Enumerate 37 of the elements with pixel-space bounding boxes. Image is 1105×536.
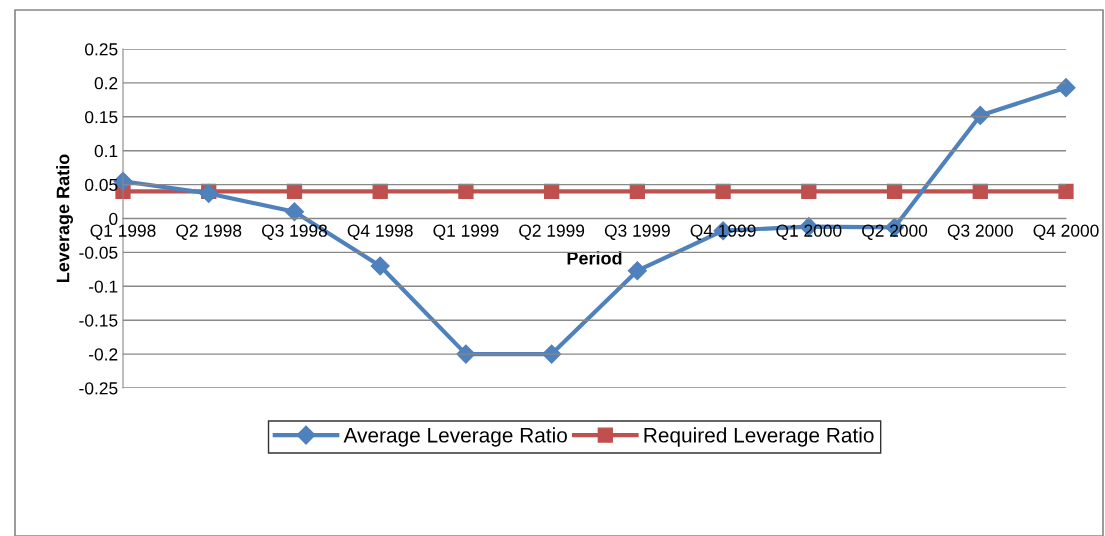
point: [458, 183, 474, 200]
point: [1056, 78, 1076, 98]
x-tick-label: Q1 1999: [433, 224, 499, 240]
point: [543, 183, 560, 200]
y-tick-label: -0.25: [79, 382, 118, 395]
x-axis-title: Period: [567, 251, 622, 265]
point: [629, 183, 646, 200]
legend-label: Required Leverage Ratio: [644, 427, 874, 447]
x-tick-label: Q3 2000: [947, 224, 1013, 240]
x-tick-label: Q4 2000: [1033, 224, 1099, 240]
point: [801, 183, 817, 200]
y-axis-title: Leverage Ratio: [56, 154, 74, 283]
y-tick-label: -0.05: [79, 246, 118, 259]
point: [972, 183, 988, 200]
point: [1058, 183, 1074, 200]
point: [370, 256, 390, 276]
x-tick-label: Q2 1998: [176, 224, 242, 240]
point: [970, 105, 990, 125]
y-tick-label: -0.2: [89, 348, 118, 361]
x-tick-label: Q2 1999: [519, 224, 585, 240]
point: [284, 202, 304, 222]
point: [627, 261, 647, 281]
y-tick-label: 0.25: [85, 43, 118, 56]
y-tick-label: 0.1: [94, 144, 118, 158]
y-tick-label: 0.15: [85, 110, 118, 124]
x-tick-label: Q3 1999: [604, 224, 670, 240]
point: [886, 183, 903, 200]
point: [715, 183, 731, 200]
y-tick-label: -0.1: [89, 280, 118, 293]
x-tick-label: Q1 1998: [90, 224, 156, 240]
y-tick-label: 0: [109, 212, 118, 225]
x-tick-label: Q4 1998: [347, 224, 413, 240]
point: [286, 183, 303, 200]
legend-label: Average Leverage Ratio: [343, 427, 567, 447]
y-tick-label: -0.15: [79, 314, 118, 327]
y-tick-label: 0.2: [94, 77, 118, 90]
point: [372, 183, 388, 200]
